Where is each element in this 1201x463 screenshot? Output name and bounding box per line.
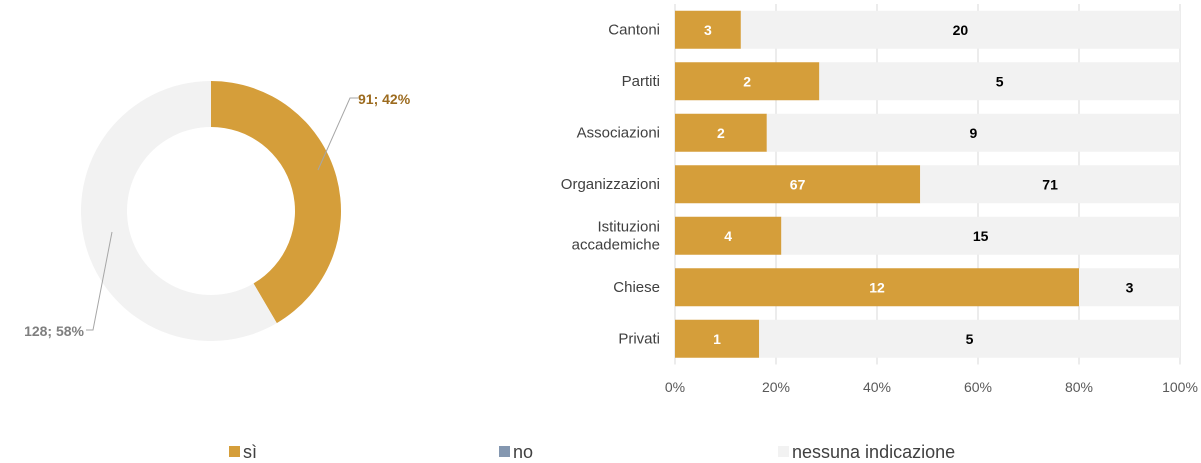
x-tick-label: 40% xyxy=(863,379,891,395)
bar-data-label: 2 xyxy=(717,125,725,141)
y-category-label: Associazioni xyxy=(577,124,660,141)
y-category-label: Partiti xyxy=(622,73,660,90)
bar-data-label: 71 xyxy=(1042,176,1058,192)
bar-segment-nessuna-indicazione xyxy=(920,165,1180,204)
donut-slice-nessuna-indicazione xyxy=(81,81,277,341)
donut-chart: 91; 42% 128; 58% xyxy=(24,81,411,341)
legend-label: no xyxy=(513,442,533,462)
y-category-label: Chiese xyxy=(613,279,660,296)
bar-data-label: 67 xyxy=(790,176,806,192)
bar-data-label: 9 xyxy=(970,125,978,141)
donut-data-label: 91; 42% xyxy=(358,91,411,107)
bar-data-label: 3 xyxy=(704,22,712,38)
x-tick-label: 0% xyxy=(665,379,685,395)
y-category-label: Organizzazioni xyxy=(561,176,660,193)
donut-leader-line xyxy=(317,97,358,171)
bar-data-label: 15 xyxy=(973,228,989,244)
bar-data-label: 5 xyxy=(966,331,974,347)
bar-segment-nessuna-indicazione xyxy=(819,62,1180,101)
x-tick-label: 60% xyxy=(964,379,992,395)
legend: sì no nessuna indicazione xyxy=(229,442,955,462)
bar-segment-si xyxy=(675,268,1079,307)
y-category-label: Cantoni xyxy=(608,21,660,38)
y-category-label: Istituzioni accademiche xyxy=(572,218,660,253)
bar-segment-si xyxy=(675,319,760,358)
bar-data-label: 5 xyxy=(996,73,1004,89)
bar-data-label: 20 xyxy=(953,22,969,38)
bar-segment-si xyxy=(675,216,782,255)
legend-swatch xyxy=(229,446,240,457)
bar-data-label: 4 xyxy=(724,228,732,244)
donut-leader-line xyxy=(86,231,113,331)
donut-slice-si xyxy=(211,81,342,324)
legend-swatch xyxy=(499,446,510,457)
donut-data-label: 128; 58% xyxy=(24,323,84,339)
x-tick-label: 80% xyxy=(1065,379,1093,395)
bar-data-label: 12 xyxy=(869,279,885,295)
bar-segment-si xyxy=(675,10,741,49)
bar-segment-nessuna-indicazione xyxy=(740,10,1180,49)
bar-segment-nessuna-indicazione xyxy=(759,319,1180,358)
bar-segment-nessuna-indicazione xyxy=(781,216,1180,255)
bar-segment-si xyxy=(675,165,921,204)
y-category-label: Privati xyxy=(618,330,660,347)
bar-data-label: 1 xyxy=(713,331,721,347)
bar-segment-nessuna-indicazione xyxy=(1079,268,1180,307)
stacked-bar-chart: 0% 20% 40% 60% 80% 100% Cantoni 3 20 Partiti 2 5 Ass… xyxy=(561,4,1198,395)
bar-data-label: 3 xyxy=(1126,279,1134,295)
bar-segment-si xyxy=(675,113,767,152)
x-tick-label: 100% xyxy=(1162,379,1198,395)
bar-segment-si xyxy=(675,62,820,101)
bar-segment-nessuna-indicazione xyxy=(766,113,1180,152)
legend-label: nessuna indicazione xyxy=(792,442,955,462)
legend-label: sì xyxy=(243,442,257,462)
x-tick-label: 20% xyxy=(762,379,790,395)
legend-swatch xyxy=(778,446,789,457)
bar-data-label: 2 xyxy=(743,73,751,89)
